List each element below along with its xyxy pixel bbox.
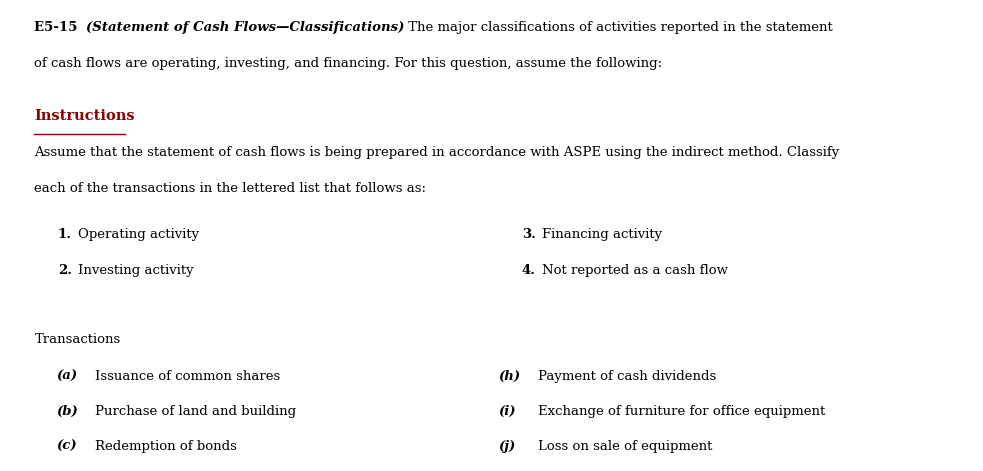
Text: each of the transactions in the lettered list that follows as:: each of the transactions in the lettered… [34,182,427,195]
Text: Operating activity: Operating activity [78,228,199,241]
Text: (h): (h) [498,370,521,383]
Text: Instructions: Instructions [34,109,135,123]
Text: (i): (i) [498,405,516,418]
Text: Issuance of common shares: Issuance of common shares [95,370,280,383]
Text: of cash flows are operating, investing, and financing. For this question, assume: of cash flows are operating, investing, … [34,57,663,71]
Text: (c): (c) [56,440,77,453]
Text: (a): (a) [56,370,77,383]
Text: E5-15: E5-15 [34,21,87,34]
Text: (b): (b) [56,405,78,418]
Text: (Statement of Cash Flows—Classifications): (Statement of Cash Flows—Classifications… [86,21,404,34]
Text: Financing activity: Financing activity [542,228,662,241]
Text: 3.: 3. [522,228,536,241]
Text: 1.: 1. [58,228,72,241]
Text: The major classifications of activities reported in the statement: The major classifications of activities … [404,21,833,34]
Text: Transactions: Transactions [34,333,121,346]
Text: Purchase of land and building: Purchase of land and building [95,405,297,418]
Text: Exchange of furniture for office equipment: Exchange of furniture for office equipme… [538,405,825,418]
Text: Loss on sale of equipment: Loss on sale of equipment [538,440,712,453]
Text: 4.: 4. [522,264,536,277]
Text: Redemption of bonds: Redemption of bonds [95,440,237,453]
Text: Not reported as a cash flow: Not reported as a cash flow [542,264,727,277]
Text: 2.: 2. [58,264,72,277]
Text: Assume that the statement of cash flows is being prepared in accordance with ASP: Assume that the statement of cash flows … [34,146,839,159]
Text: (j): (j) [498,440,516,453]
Text: Investing activity: Investing activity [78,264,194,277]
Text: Payment of cash dividends: Payment of cash dividends [538,370,716,383]
